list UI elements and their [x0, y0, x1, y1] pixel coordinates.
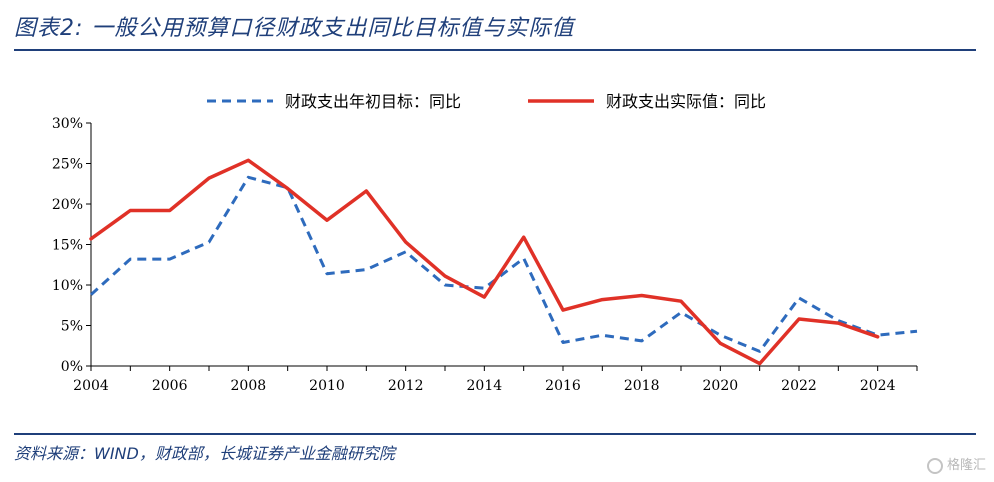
y-tick-label: 5%: [61, 319, 83, 335]
x-tick-label: 2016: [545, 378, 581, 394]
legend-label: 财政支出年初目标：同比: [285, 92, 461, 111]
x-tick-label: 2012: [388, 378, 424, 394]
y-tick-label: 30%: [52, 116, 83, 132]
actual-growth-line: [89, 158, 880, 366]
x-tick-label: 2010: [309, 378, 345, 394]
x-tick-label: 2014: [467, 378, 503, 394]
source-note: 资料来源：WIND，财政部，长城证券产业金融研究院: [14, 444, 395, 463]
legend-label: 财政支出实际值：同比: [606, 92, 766, 111]
y-tick-label: 15%: [52, 238, 83, 254]
x-tick-label: 2006: [152, 378, 188, 394]
watermark-text: 格隆汇: [946, 458, 986, 473]
watermark-logo-icon: [926, 458, 943, 474]
watermark: 格隆汇: [926, 454, 986, 474]
y-tick-label: 20%: [52, 197, 83, 213]
target-growth-line: [89, 175, 918, 353]
y-tick-label: 25%: [52, 157, 83, 173]
series-layer: [89, 158, 918, 366]
axes: 0% 5% 10% 15% 20% 25% 30% 2004 2006 2008 2010 2012 2…: [52, 116, 918, 394]
x-tick-label: 2020: [703, 378, 739, 394]
legend: 财政支出年初目标：同比 财政支出实际值：同比: [207, 92, 766, 111]
y-tick-label: 0%: [61, 359, 83, 375]
y-tick-label: 10%: [52, 278, 83, 294]
line-chart: 财政支出年初目标：同比 财政支出实际值：同比 0% 5% 10% 15% 20% 25% 30…: [52, 92, 918, 394]
footer-divider: [14, 433, 976, 435]
chart-title: 图表2: 一般公用预算口径财政支出同比目标值与实际值: [14, 16, 575, 41]
x-tick-label: 2018: [624, 378, 660, 394]
x-tick-label: 2004: [73, 378, 109, 394]
x-tick-label: 2024: [860, 378, 896, 394]
x-tick-label: 2022: [781, 378, 817, 394]
x-tick-label: 2008: [231, 378, 267, 394]
header-divider: [14, 49, 976, 51]
